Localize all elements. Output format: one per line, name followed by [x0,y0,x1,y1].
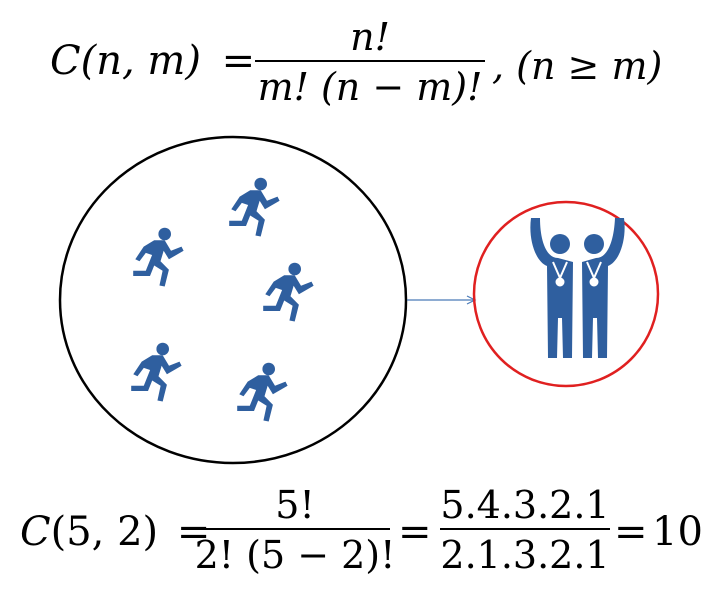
formula-condition: , (n ≥ m) [492,44,663,88]
example-fraction-2-bar [440,528,610,530]
example-function-name: C [20,509,51,555]
formula-denominator: m! (n − m)! [257,65,483,109]
formula-numerator: n! [350,15,390,59]
formula-fraction: n! m! (n − m)! [255,14,485,112]
runner-icon [237,362,288,422]
example-fraction-1-denominator: 2! (5 − 2)! [194,533,396,577]
runner-icons [131,177,314,422]
medal-icons [552,261,602,287]
runner-icon [263,262,314,322]
example-fraction-2-denominator: 2.1.3.2.1 [440,533,610,577]
formula-arguments: (n, m) [80,38,201,84]
formula-function-name: C [50,38,81,84]
runner-icon [133,227,184,287]
example-fraction-1-numerator: 5! [275,483,315,527]
example-fraction-2: 5.4.3.2.1 2.1.3.2.1 [440,482,610,580]
runner-icon [229,177,280,237]
example-fraction-1: 5! 2! (5 − 2)! [195,482,396,580]
formula-equals: = [221,38,256,84]
example-equals-1: = [176,509,211,555]
winners-with-medals-icon [530,218,625,358]
example-equals-3: = [614,509,648,555]
example-arguments: (5, 2) [50,509,159,555]
example-equals-2: = [398,509,432,555]
example-fraction-2-numerator: 5.4.3.2.1 [440,483,610,527]
subset-circle [472,200,660,388]
full-set-circle [58,135,408,465]
example-result: 10 [652,509,703,555]
runner-icon [131,342,182,402]
formula-fraction-bar [255,60,485,62]
example-fraction-1-bar [200,528,390,530]
